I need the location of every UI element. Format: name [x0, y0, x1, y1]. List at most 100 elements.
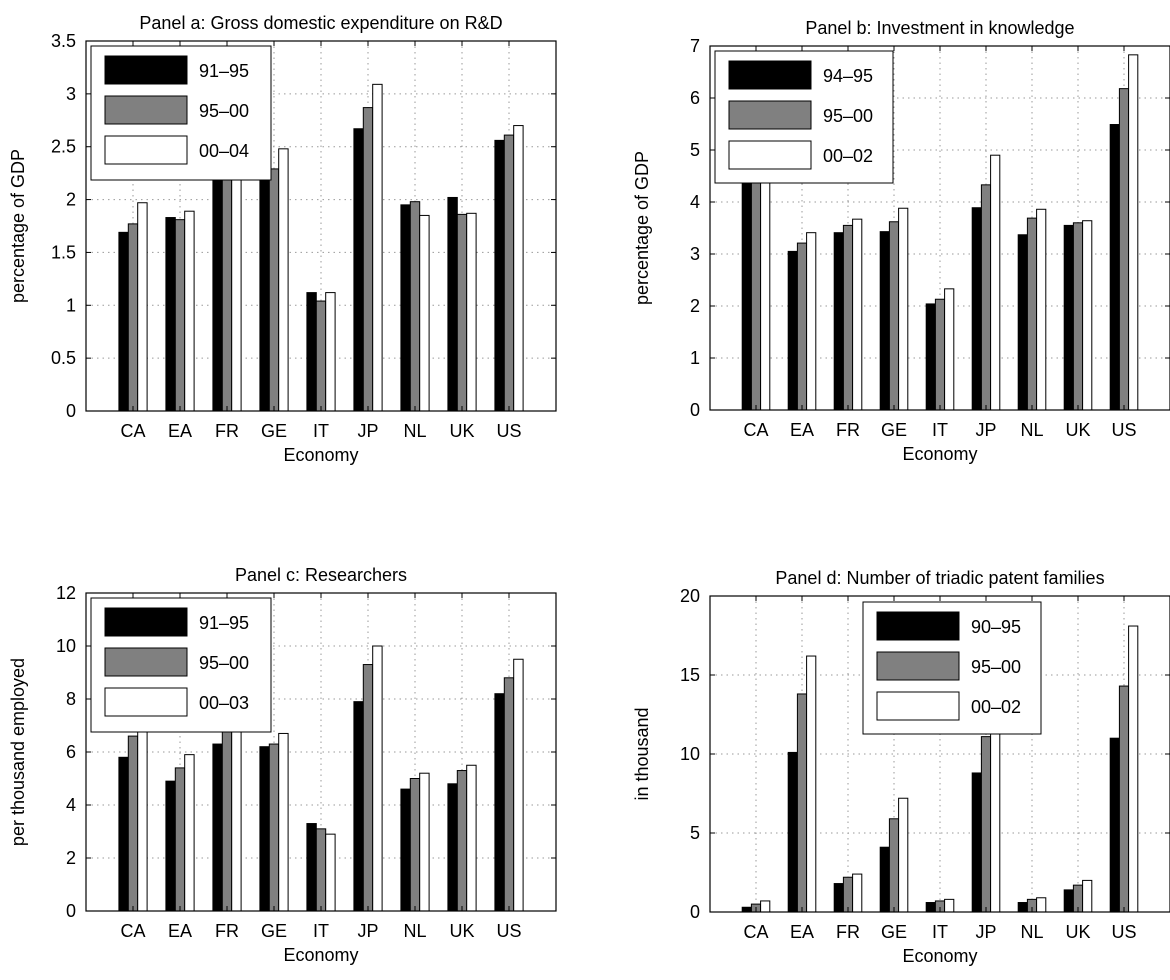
- bar: [306, 292, 317, 412]
- bar: [1082, 879, 1093, 913]
- y-tick-label: 2: [690, 296, 700, 316]
- bar: [980, 184, 992, 411]
- bar: [184, 210, 195, 412]
- bar: [898, 797, 909, 913]
- bar: [494, 693, 505, 912]
- bar: [137, 719, 148, 912]
- x-tick-label: FR: [836, 922, 860, 942]
- y-tick-label: 2.5: [51, 137, 76, 157]
- bar: [466, 212, 477, 412]
- bar: [221, 177, 233, 412]
- bar: [127, 223, 139, 412]
- bar: [325, 833, 336, 912]
- legend-label: 95–00: [823, 106, 873, 126]
- bar: [362, 107, 374, 412]
- bar: [842, 224, 854, 411]
- y-tick-label: 0: [66, 901, 76, 921]
- bar: [353, 128, 364, 412]
- bar: [1082, 220, 1093, 411]
- legend-label: 00–03: [199, 693, 249, 713]
- bar: [503, 134, 515, 412]
- bar: [1109, 124, 1120, 411]
- x-tick-label: FR: [836, 420, 860, 440]
- x-tick-label: FR: [215, 921, 239, 941]
- y-axis-label: in thousand: [632, 707, 652, 800]
- bar: [833, 232, 844, 411]
- bar: [456, 213, 468, 412]
- bar: [1026, 217, 1038, 411]
- bar: [833, 883, 844, 913]
- x-tick-label: UK: [449, 921, 474, 941]
- bar: [231, 717, 242, 912]
- y-tick-label: 0: [690, 400, 700, 420]
- y-tick-label: 2: [66, 190, 76, 210]
- bar: [760, 900, 771, 913]
- legend-label: 95–00: [199, 653, 249, 673]
- x-tick-label: US: [496, 421, 521, 441]
- x-tick-label: JP: [357, 921, 378, 941]
- bar: [879, 231, 890, 411]
- legend-label: 95–00: [971, 657, 1021, 677]
- chart-title: Panel b: Investment in knowledge: [805, 18, 1074, 38]
- y-tick-label: 1.5: [51, 242, 76, 262]
- bar: [944, 288, 955, 411]
- bar: [1017, 902, 1028, 913]
- bar: [513, 658, 524, 912]
- legend-swatch: [104, 647, 188, 677]
- bar: [118, 231, 129, 412]
- bar: [898, 207, 909, 411]
- bar: [325, 292, 336, 412]
- y-tick-label: 0.5: [51, 348, 76, 368]
- x-tick-label: IT: [932, 922, 948, 942]
- x-tick-label: IT: [313, 421, 329, 441]
- legend-swatch: [104, 135, 188, 165]
- legend-label: 00–04: [199, 141, 249, 161]
- x-axis-label: Economy: [283, 945, 358, 965]
- bar: [787, 250, 798, 411]
- y-tick-label: 3: [66, 84, 76, 104]
- bar: [806, 232, 817, 411]
- bar: [980, 736, 992, 913]
- bar: [787, 751, 798, 913]
- x-tick-label: NL: [403, 921, 426, 941]
- x-axis-label: Economy: [902, 444, 977, 464]
- legend-swatch: [104, 55, 188, 85]
- bar: [259, 167, 270, 412]
- bar: [796, 242, 808, 411]
- x-tick-label: UK: [1065, 922, 1090, 942]
- bar: [842, 876, 854, 913]
- y-tick-label: 4: [690, 192, 700, 212]
- bar: [268, 168, 280, 412]
- bar: [971, 207, 982, 411]
- bar: [1118, 88, 1130, 411]
- bar: [971, 772, 982, 913]
- bar: [925, 303, 936, 411]
- bar: [447, 196, 458, 412]
- bar: [852, 218, 863, 411]
- bar: [362, 664, 374, 912]
- bar: [212, 743, 223, 912]
- bar: [1017, 234, 1028, 411]
- x-axis-label: Economy: [283, 445, 358, 465]
- bar: [118, 756, 129, 912]
- bar: [409, 778, 421, 912]
- x-tick-label: CA: [743, 922, 768, 942]
- bar: [466, 764, 477, 912]
- legend-swatch: [728, 140, 812, 170]
- x-tick-label: EA: [790, 420, 814, 440]
- bar: [1036, 897, 1047, 913]
- x-axis-label: Economy: [902, 946, 977, 966]
- x-tick-label: IT: [313, 921, 329, 941]
- bar: [503, 677, 515, 912]
- bar: [231, 178, 242, 412]
- bar: [1063, 224, 1074, 411]
- bar: [1036, 208, 1047, 411]
- bar: [259, 746, 270, 912]
- x-tick-label: JP: [357, 421, 378, 441]
- y-axis-label: percentage of GDP: [632, 151, 652, 305]
- y-axis-label: per thousand employed: [8, 658, 28, 846]
- bar: [400, 204, 411, 412]
- chart-title: Panel c: Researchers: [235, 565, 407, 585]
- bar: [456, 770, 468, 912]
- y-tick-label: 0: [690, 902, 700, 922]
